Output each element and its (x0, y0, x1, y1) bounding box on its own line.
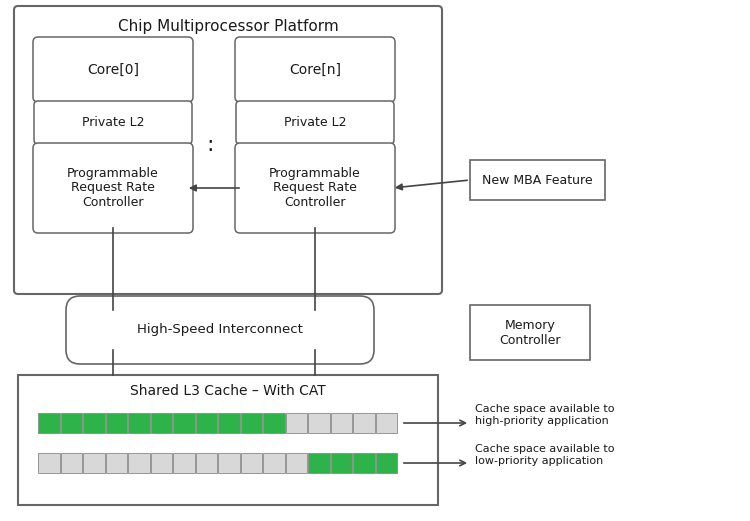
Text: Chip Multiprocessor Platform: Chip Multiprocessor Platform (118, 19, 338, 33)
Text: Private L2: Private L2 (284, 116, 346, 129)
Bar (38, 453, 59, 473)
Bar (241, 453, 262, 473)
Bar (151, 453, 172, 473)
FancyBboxPatch shape (235, 37, 395, 102)
FancyBboxPatch shape (18, 375, 438, 505)
Text: :: : (206, 135, 214, 155)
Bar (173, 413, 194, 433)
Bar (241, 413, 262, 433)
Text: Shared L3 Cache – With CAT: Shared L3 Cache – With CAT (130, 384, 326, 398)
FancyBboxPatch shape (470, 305, 590, 360)
FancyBboxPatch shape (66, 296, 374, 364)
Bar (128, 453, 149, 473)
Bar (173, 453, 194, 473)
FancyBboxPatch shape (235, 143, 395, 233)
Bar (263, 413, 284, 433)
Bar (308, 453, 329, 473)
Bar (376, 453, 397, 473)
Bar (331, 413, 352, 433)
Bar (196, 453, 217, 473)
Text: Private L2: Private L2 (82, 116, 144, 129)
Text: Cache space available to
low-priority application: Cache space available to low-priority ap… (475, 444, 614, 466)
FancyBboxPatch shape (34, 101, 192, 144)
Bar (218, 453, 239, 473)
Text: Core[n]: Core[n] (289, 63, 341, 77)
Bar (286, 413, 307, 433)
Text: Cache space available to
high-priority application: Cache space available to high-priority a… (475, 404, 614, 426)
FancyBboxPatch shape (33, 143, 193, 233)
Text: Programmable
Request Rate
Controller: Programmable Request Rate Controller (269, 167, 361, 209)
Bar (376, 413, 397, 433)
Text: Memory
Controller: Memory Controller (500, 318, 561, 346)
Text: New MBA Feature: New MBA Feature (482, 173, 592, 187)
Bar (263, 453, 284, 473)
Bar (308, 413, 329, 433)
Bar (331, 453, 352, 473)
Bar (128, 413, 149, 433)
FancyBboxPatch shape (236, 101, 394, 144)
Bar (218, 413, 239, 433)
Bar (151, 413, 172, 433)
Text: Programmable
Request Rate
Controller: Programmable Request Rate Controller (68, 167, 159, 209)
Bar (83, 413, 104, 433)
Bar (353, 413, 374, 433)
Bar (353, 453, 374, 473)
FancyBboxPatch shape (14, 6, 442, 294)
Bar (61, 413, 82, 433)
Text: Core[0]: Core[0] (87, 63, 139, 77)
Bar (38, 413, 59, 433)
FancyBboxPatch shape (470, 160, 605, 200)
Bar (83, 453, 104, 473)
Bar (106, 453, 127, 473)
Text: High-Speed Interconnect: High-Speed Interconnect (137, 324, 303, 337)
Bar (286, 453, 307, 473)
Bar (61, 453, 82, 473)
FancyBboxPatch shape (33, 37, 193, 102)
Bar (196, 413, 217, 433)
Bar (106, 413, 127, 433)
